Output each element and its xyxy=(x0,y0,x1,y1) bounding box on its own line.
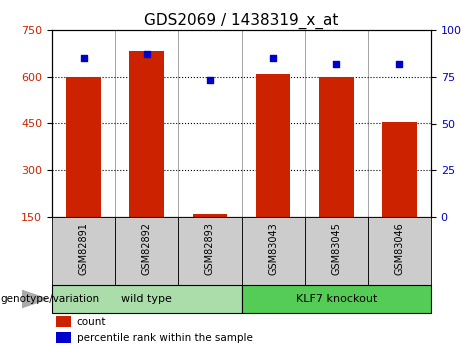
Bar xyxy=(178,217,242,285)
Bar xyxy=(52,217,115,285)
Bar xyxy=(319,77,354,217)
Text: GSM83045: GSM83045 xyxy=(331,223,341,275)
Text: GSM82893: GSM82893 xyxy=(205,223,215,275)
Point xyxy=(396,61,403,67)
Text: wild type: wild type xyxy=(121,294,172,304)
Text: GSM82892: GSM82892 xyxy=(142,223,152,275)
Bar xyxy=(56,316,71,327)
Bar xyxy=(115,217,178,285)
Bar xyxy=(368,217,431,285)
Bar xyxy=(130,51,164,217)
Bar xyxy=(193,214,227,217)
Point xyxy=(80,55,87,61)
Bar xyxy=(66,77,101,217)
Bar xyxy=(256,73,290,217)
Text: GSM82891: GSM82891 xyxy=(78,223,89,275)
Title: GDS2069 / 1438319_x_at: GDS2069 / 1438319_x_at xyxy=(144,12,339,29)
Point xyxy=(143,51,150,57)
Point xyxy=(332,61,340,67)
Point xyxy=(206,78,213,83)
Text: GSM83043: GSM83043 xyxy=(268,223,278,275)
Text: percentile rank within the sample: percentile rank within the sample xyxy=(77,333,253,343)
Bar xyxy=(56,332,71,343)
Bar xyxy=(242,217,305,285)
Polygon shape xyxy=(22,290,47,308)
Bar xyxy=(382,122,417,217)
Bar xyxy=(52,285,242,313)
Text: GSM83046: GSM83046 xyxy=(395,223,404,275)
Text: genotype/variation: genotype/variation xyxy=(0,294,99,304)
Bar xyxy=(305,217,368,285)
Text: count: count xyxy=(77,317,106,327)
Text: KLF7 knockout: KLF7 knockout xyxy=(296,294,377,304)
Point xyxy=(269,55,277,61)
Bar xyxy=(242,285,431,313)
